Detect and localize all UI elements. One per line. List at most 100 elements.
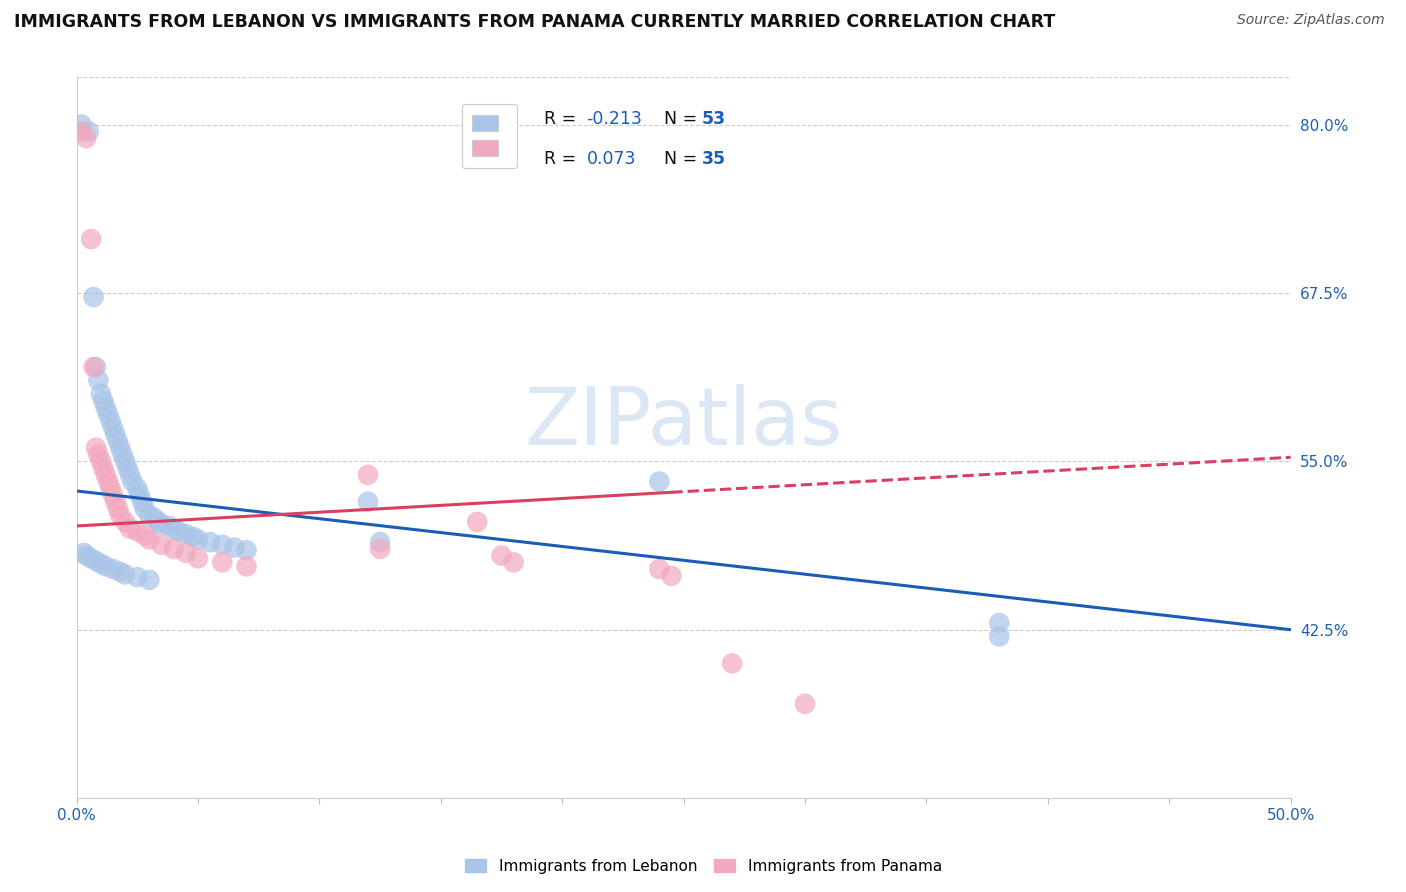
Text: 53: 53 [702,111,725,128]
Point [187,533,209,547]
Point [83,359,105,374]
Point [87,374,110,388]
Point [131,494,153,508]
Point [121,475,143,489]
Point [150,517,173,532]
Point [794,697,817,711]
Point [111,448,134,462]
Point [163,541,186,556]
Point [134,528,156,542]
Text: ZIPatlas: ZIPatlas [524,384,842,462]
Point [138,573,160,587]
Point [107,501,129,516]
Text: 35: 35 [702,150,725,168]
Text: Source: ZipAtlas.com: Source: ZipAtlas.com [1237,13,1385,28]
Point [94,467,117,482]
Point [104,427,127,442]
Point [70,118,93,132]
Point [224,541,246,555]
Point [94,559,117,574]
Point [90,454,112,468]
Point [368,541,391,556]
Point [114,515,136,529]
Point [157,519,180,533]
Point [91,461,114,475]
Point [127,524,149,539]
Point [127,481,149,495]
Text: N =: N = [654,111,703,128]
Text: R =: R = [544,111,582,128]
Point [148,515,170,529]
Text: IMMIGRANTS FROM LEBANON VS IMMIGRANTS FROM PANAMA CURRENTLY MARRIED CORRELATION : IMMIGRANTS FROM LEBANON VS IMMIGRANTS FR… [14,13,1056,31]
Point [110,508,132,523]
Point [211,555,233,569]
Point [101,562,124,576]
Point [107,434,129,449]
Point [648,475,671,489]
Point [70,124,93,138]
Point [465,515,488,529]
Point [97,475,120,489]
Point [91,393,114,408]
Point [84,359,107,374]
Point [181,530,204,544]
Point [174,527,197,541]
Point [491,549,513,563]
Point [138,508,160,523]
Point [90,387,112,401]
Point [110,441,132,455]
Point [101,420,124,434]
Point [80,232,103,246]
Point [110,565,132,579]
Point [75,131,97,145]
Point [211,538,233,552]
Point [174,546,197,560]
Point [118,467,141,482]
Point [150,538,173,552]
Point [198,535,221,549]
Point [100,414,122,428]
Point [368,535,391,549]
Point [988,615,1011,630]
Point [84,441,107,455]
Legend: Immigrants from Lebanon, Immigrants from Panama: Immigrants from Lebanon, Immigrants from… [458,852,948,880]
Point [84,554,107,568]
Point [187,551,209,566]
Point [134,501,156,516]
Point [163,522,186,536]
Point [357,494,380,508]
Point [143,511,166,525]
Point [90,557,112,571]
Point [167,524,190,539]
Point [75,549,97,563]
Point [648,562,671,576]
Point [661,569,683,583]
Point [127,570,149,584]
Point [100,481,122,495]
Point [87,448,110,462]
Point [114,454,136,468]
Point [502,555,524,569]
Point [118,522,141,536]
Point [80,551,103,566]
Legend: , : , [461,104,517,169]
Text: R =: R = [544,150,582,168]
Point [117,461,139,475]
Point [235,543,257,558]
Point [104,494,127,508]
Point [357,467,380,482]
Text: 0.073: 0.073 [586,150,636,168]
Point [721,657,744,671]
Point [83,290,105,304]
Point [77,124,100,138]
Text: N =: N = [654,150,703,168]
Point [235,559,257,574]
Point [988,629,1011,643]
Point [128,488,150,502]
Point [101,488,124,502]
Point [138,533,160,547]
Point [114,567,136,582]
Point [94,401,117,415]
Point [97,407,120,421]
Point [73,546,96,560]
